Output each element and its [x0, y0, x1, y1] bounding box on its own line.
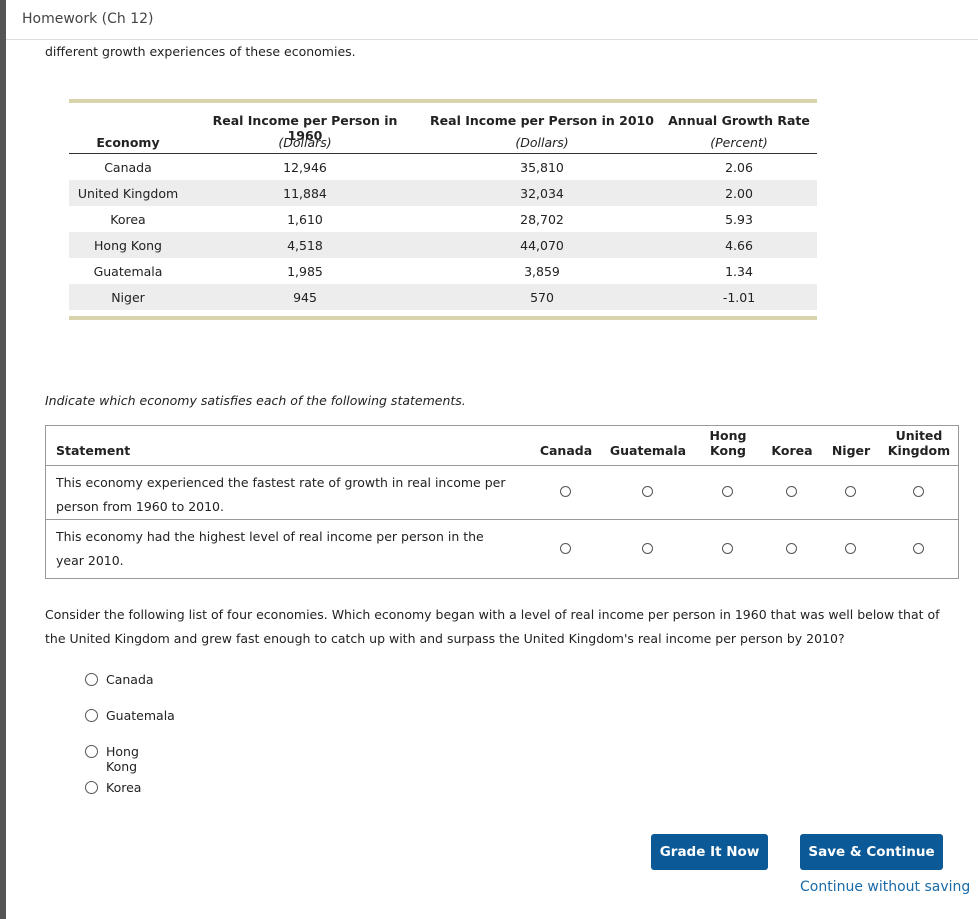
column-header: Economy: [96, 135, 160, 150]
matrix-table: Statement Canada Guatemala Hong Kong Korea Ni…: [45, 425, 959, 579]
save-button[interactable]: Save & Continue: [800, 834, 943, 870]
cell: 5.93: [725, 212, 753, 227]
cell: 28,702: [520, 212, 564, 227]
cell: Guatemala: [93, 264, 163, 279]
radio[interactable]: [560, 542, 571, 554]
column-header: Korea: [771, 443, 813, 458]
column-header: Real Income per Person in 2010: [430, 113, 654, 128]
cell: 4.66: [725, 238, 753, 253]
row-shade: [69, 284, 817, 310]
row-line: [46, 465, 958, 466]
radio[interactable]: [786, 486, 797, 497]
header-bar: [6, 0, 978, 40]
radio[interactable]: [85, 781, 98, 794]
cell: Niger: [111, 290, 145, 305]
statement: This economy had the highest level of re…: [56, 529, 484, 568]
cell: -1.01: [722, 290, 756, 305]
radio[interactable]: [845, 486, 856, 497]
radio[interactable]: [642, 486, 653, 497]
column-header: Canada: [539, 443, 593, 458]
unit-label: (Percent): [710, 135, 768, 150]
column-header: United Kingdom: [887, 428, 951, 458]
header-line: [69, 153, 817, 154]
radio[interactable]: [85, 673, 98, 686]
row-shade: [69, 232, 817, 258]
cell: United Kingdom: [77, 186, 179, 201]
top-border: [69, 99, 817, 103]
column-header: Niger: [831, 443, 871, 458]
option-label[interactable]: Korea: [106, 780, 142, 795]
statement-header: Statement: [56, 443, 131, 458]
column-header: Annual Growth Rate: [668, 113, 810, 128]
radio[interactable]: [85, 745, 98, 758]
bottom-border: [69, 316, 817, 320]
option-label[interactable]: Guatemala: [106, 708, 175, 723]
row-line: [46, 519, 958, 520]
cell: 32,034: [520, 186, 564, 201]
cell: Hong Kong: [94, 238, 162, 253]
cell: 12,946: [283, 160, 327, 175]
intro-text: different growth experiences of these ec…: [45, 44, 356, 59]
row-shade: [69, 180, 817, 206]
header-title: Homework (Ch 12): [22, 11, 154, 27]
cell: Korea: [110, 212, 146, 227]
column-header: Guatemala: [609, 443, 687, 458]
side-strip: [0, 0, 6, 919]
instruction: Indicate which economy satisfies each of…: [45, 393, 466, 408]
statement: This economy experienced the fastest rat…: [56, 475, 506, 514]
cell: 1,985: [287, 264, 323, 279]
column-header: Hong Kong: [709, 428, 747, 458]
cell: 11,884: [283, 186, 327, 201]
radio[interactable]: [845, 542, 856, 554]
option-label[interactable]: Hong Kong: [106, 744, 139, 774]
radio[interactable]: [913, 486, 924, 497]
cell: 1,610: [287, 212, 323, 227]
unit-label: (Dollars): [278, 135, 332, 150]
cell: 44,070: [520, 238, 564, 253]
radio[interactable]: [560, 486, 571, 497]
unit-label: (Dollars): [515, 135, 569, 150]
grade-button[interactable]: Grade It Now: [651, 834, 768, 870]
radio[interactable]: [85, 709, 98, 722]
cell: 945: [293, 290, 317, 305]
radio[interactable]: [786, 542, 797, 554]
radio[interactable]: [722, 486, 733, 497]
cell: 570: [530, 290, 554, 305]
cell: 4,518: [287, 238, 323, 253]
cell: 35,810: [520, 160, 564, 175]
cell: 2.06: [725, 160, 753, 175]
question-text: Consider the following list of four econ…: [45, 607, 940, 646]
data-table: Canada 12,946 35,810 2.06 United Kingdom 11,8…: [69, 99, 817, 322]
radio[interactable]: [722, 542, 733, 554]
continue-link[interactable]: Continue without saving: [800, 879, 971, 895]
cell: 2.00: [725, 186, 753, 201]
cell: 3,859: [524, 264, 560, 279]
cell: Canada: [104, 160, 152, 175]
cell: 1.34: [725, 264, 753, 279]
radio[interactable]: [913, 542, 924, 554]
option-label[interactable]: Canada: [106, 672, 154, 687]
column-header: Real Income per Person in 1960: [212, 113, 398, 143]
radio[interactable]: [642, 542, 653, 554]
